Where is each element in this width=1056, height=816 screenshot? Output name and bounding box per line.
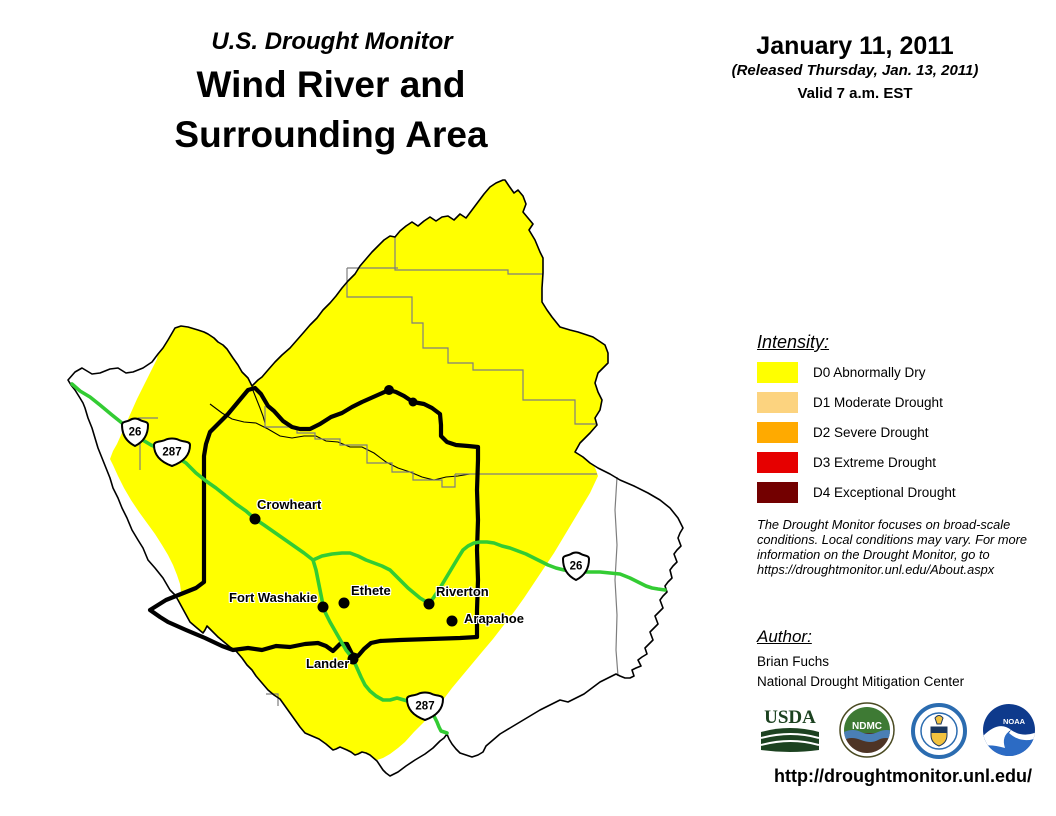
disclaimer-line: The Drought Monitor focuses on broad-sca…: [757, 517, 1011, 532]
d4-swatch: [757, 482, 798, 503]
city-dot-lander: [347, 653, 359, 665]
city-label-fort-washakie: Fort Washakie: [229, 590, 318, 605]
city-label-lander: Lander: [306, 656, 350, 671]
boundary-node-dot: [408, 397, 418, 407]
noaa-logo-text: NOAA: [1003, 717, 1026, 726]
page-title-line1: Wind River and: [196, 64, 466, 105]
highway-to-riverton: [311, 551, 431, 606]
disclaimer-line: conditions. Local conditions may vary. F…: [757, 532, 1028, 547]
d2-swatch: [757, 422, 798, 443]
commerce-seal-logo: [911, 703, 967, 759]
author-heading: Author:: [757, 627, 812, 646]
usda-swoosh: [760, 728, 820, 752]
route-shield-287-south: [405, 691, 445, 722]
d0-label: D0 Abnormally Dry: [813, 365, 926, 380]
city-label-crowheart: Crowheart: [257, 497, 322, 512]
d0-swatch: [757, 362, 798, 383]
city-dot-fort-washakie: [317, 601, 329, 613]
author-name: Brian Fuchs: [757, 654, 830, 669]
city-label-riverton: Riverton: [436, 584, 489, 599]
page-title-line2: Surrounding Area: [174, 114, 488, 155]
highway-287-south: [311, 558, 355, 661]
d1-swatch: [757, 392, 798, 413]
noaa-logo: NOAA: [983, 704, 1035, 756]
city-dot-arapahoe: [446, 615, 458, 627]
highway-26-east: [427, 540, 667, 606]
highways: [70, 382, 667, 735]
city-dot-riverton: [423, 598, 435, 610]
route-shield-26-west-label: 26: [128, 426, 142, 439]
city-dot-crowheart: [249, 513, 261, 525]
route-shield-26-east-label: 26: [569, 560, 583, 573]
legend-heading: Intensity:: [757, 332, 830, 352]
highway-287-southeast: [351, 657, 449, 735]
route-shields: [120, 417, 591, 722]
d3-label: D3 Extreme Drought: [813, 455, 937, 470]
d3-swatch: [757, 452, 798, 473]
report-date: January 11, 2011: [756, 32, 954, 60]
route-shield-287-west: [152, 437, 192, 468]
d1-label: D1 Moderate Drought: [813, 395, 943, 410]
author-org: National Drought Mitigation Center: [757, 674, 965, 689]
city-label-ethete: Ethete: [351, 583, 391, 598]
d0-area: [110, 180, 608, 760]
watershed-outline: [67, 179, 684, 777]
river-branch: [251, 387, 266, 424]
city-dots: [249, 513, 458, 665]
d4-label: D4 Exceptional Drought: [813, 485, 956, 500]
city-dot-ethete: [338, 597, 350, 609]
route-shield-287-west-label: 287: [162, 446, 182, 459]
boundary-node-dot: [384, 385, 394, 395]
usda-logo: USDA: [760, 707, 820, 756]
city-label-arapahoe: Arapahoe: [464, 611, 524, 626]
valid-time: Valid 7 a.m. EST: [797, 85, 913, 102]
d2-label: D2 Severe Drought: [813, 425, 929, 440]
reservation-boundary: [147, 385, 481, 659]
usda-logo-text: USDA: [764, 707, 816, 728]
footer-url[interactable]: http://droughtmonitor.unl.edu/: [774, 766, 1032, 786]
disclaimer-line: information on the Drought Monitor, go t…: [757, 547, 990, 562]
route-shield-26-west: [120, 417, 150, 448]
route-shield-287-south-label: 287: [415, 700, 435, 713]
route-shield-26-east: [561, 551, 591, 582]
river: [209, 403, 471, 481]
county-lines: [138, 237, 619, 706]
ndmc-logo: NDMC: [839, 702, 895, 758]
release-note: (Released Thursday, Jan. 13, 2011): [731, 62, 979, 79]
disclaimer-line: https://droughtmonitor.unl.edu/About.asp…: [757, 562, 995, 577]
report-kicker: U.S. Drought Monitor: [211, 28, 453, 55]
highway-26-287-west: [70, 382, 315, 562]
ndmc-logo-text: NDMC: [852, 721, 882, 732]
